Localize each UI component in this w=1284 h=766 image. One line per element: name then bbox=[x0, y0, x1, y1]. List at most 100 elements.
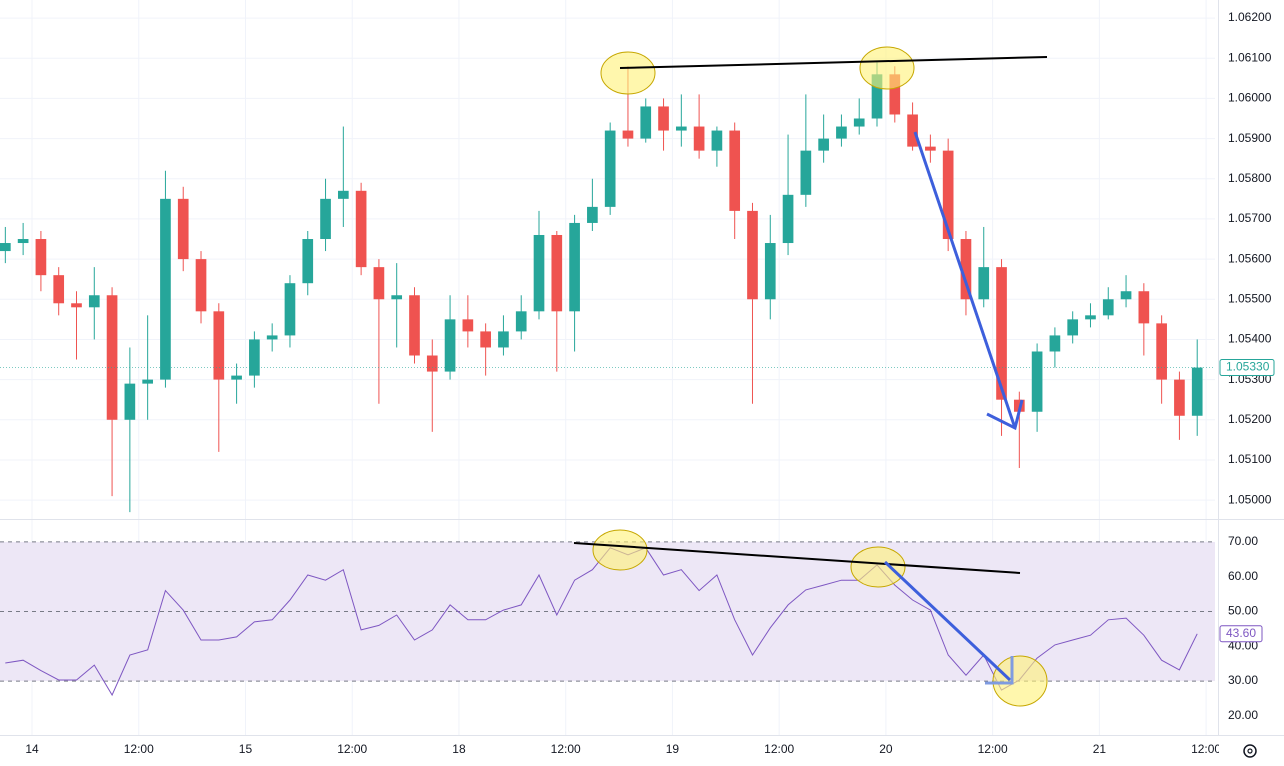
x-tick-label: 19 bbox=[666, 742, 680, 756]
candle-body bbox=[658, 106, 669, 131]
x-tick-label: 15 bbox=[239, 742, 253, 756]
candle-body bbox=[693, 126, 705, 151]
candle-body bbox=[1120, 291, 1132, 300]
candle-body bbox=[978, 267, 990, 300]
y-tick-label: 70.00 bbox=[1228, 534, 1258, 548]
highlight-circle bbox=[850, 546, 906, 588]
candle-body bbox=[444, 319, 456, 372]
candle-body bbox=[409, 295, 420, 356]
gear-outer[interactable] bbox=[1243, 744, 1257, 758]
candle-body bbox=[88, 295, 100, 308]
y-tick-label: 1.05500 bbox=[1228, 291, 1272, 305]
candle-body bbox=[533, 234, 545, 312]
last-value-box bbox=[1219, 625, 1263, 643]
candle-body bbox=[836, 126, 847, 139]
x-tick-label: 12:00 bbox=[124, 742, 154, 756]
trend-line bbox=[573, 542, 1021, 574]
y-tick-label: 30.00 bbox=[1228, 673, 1258, 687]
candle-body bbox=[1191, 367, 1203, 416]
candle-body bbox=[551, 234, 563, 312]
candle-body bbox=[480, 331, 491, 348]
candle-body bbox=[587, 206, 598, 223]
x-tick-label: 12:00 bbox=[978, 742, 1008, 756]
y-tick-label: 1.06000 bbox=[1228, 91, 1272, 105]
last-price-box bbox=[1219, 359, 1275, 377]
last-value-label: 43.60 bbox=[1226, 626, 1256, 640]
candle-body bbox=[925, 146, 936, 151]
candle-body bbox=[177, 198, 189, 260]
candle-body bbox=[853, 118, 865, 127]
candle-body bbox=[747, 210, 758, 300]
candle-body bbox=[782, 194, 794, 244]
candle-body bbox=[675, 126, 687, 131]
candle-body bbox=[195, 259, 207, 312]
arrow bbox=[883, 560, 1012, 682]
x-tick-label: 12:00 bbox=[337, 742, 367, 756]
candle-body bbox=[231, 375, 242, 380]
candle-body bbox=[355, 190, 367, 268]
last-price-label: 1.05330 bbox=[1226, 360, 1270, 374]
candle-body bbox=[569, 222, 580, 312]
candle-body bbox=[373, 267, 385, 300]
candle-body bbox=[0, 243, 11, 252]
y-tick-label: 1.06200 bbox=[1228, 10, 1272, 24]
candle-body bbox=[337, 190, 349, 199]
arrow-head bbox=[986, 399, 1024, 431]
candle-body bbox=[1067, 319, 1079, 336]
y-tick-label: 1.06100 bbox=[1228, 50, 1272, 64]
x-tick-label: 21 bbox=[1093, 742, 1107, 756]
candle-body bbox=[142, 379, 153, 384]
candle-body bbox=[1102, 299, 1114, 316]
candle-body bbox=[871, 74, 883, 119]
candle-body bbox=[604, 130, 616, 207]
candle-body bbox=[17, 239, 29, 244]
candle-body bbox=[960, 239, 972, 300]
candle-body bbox=[942, 150, 954, 240]
x-tick-label: 12:00 bbox=[764, 742, 794, 756]
y-tick-label: 1.05000 bbox=[1228, 492, 1272, 506]
candle-body bbox=[71, 303, 82, 308]
candle-body bbox=[711, 130, 723, 151]
annotations bbox=[573, 46, 1048, 707]
y-tick-label: 50.00 bbox=[1228, 604, 1258, 618]
candle-body bbox=[302, 239, 314, 284]
y-tick-label: 20.00 bbox=[1228, 708, 1258, 722]
candle-body bbox=[124, 383, 136, 420]
candle-body bbox=[800, 150, 812, 195]
candle-body bbox=[996, 267, 1007, 400]
highlight-circle bbox=[600, 51, 656, 95]
candle-body bbox=[515, 311, 527, 332]
settings-icon[interactable] bbox=[1243, 744, 1257, 758]
candle-body bbox=[1174, 379, 1185, 416]
candle-body bbox=[213, 311, 225, 380]
y-tick-label: 1.05200 bbox=[1228, 412, 1272, 426]
arrow bbox=[913, 131, 1017, 429]
candle-body bbox=[106, 295, 118, 420]
candle-body bbox=[462, 319, 474, 332]
candle-body bbox=[160, 198, 171, 380]
gear-inner[interactable] bbox=[1247, 748, 1253, 754]
x-tick-label: 18 bbox=[452, 742, 466, 756]
candle-body bbox=[266, 335, 278, 340]
highlight-circle bbox=[859, 46, 915, 90]
x-tick-label: 14 bbox=[25, 742, 39, 756]
candle-body bbox=[391, 295, 403, 300]
candle-body bbox=[426, 355, 438, 372]
y-tick-label: 1.05900 bbox=[1228, 131, 1272, 145]
candle-body bbox=[1138, 291, 1150, 324]
candle-body bbox=[1031, 351, 1043, 412]
x-tick-label: 12:00 bbox=[551, 742, 581, 756]
y-tick-label: 1.05800 bbox=[1228, 171, 1272, 185]
y-tick-label: 60.00 bbox=[1228, 569, 1258, 583]
y-tick-label: 1.05400 bbox=[1228, 332, 1272, 346]
candle-body bbox=[320, 198, 331, 240]
candle-body bbox=[622, 130, 634, 139]
candle-body bbox=[249, 339, 260, 376]
candle-body bbox=[1049, 335, 1061, 352]
candle-body bbox=[1156, 323, 1167, 380]
candle-body bbox=[818, 138, 829, 151]
arrow-head bbox=[985, 656, 1014, 685]
candle-body bbox=[35, 239, 47, 276]
